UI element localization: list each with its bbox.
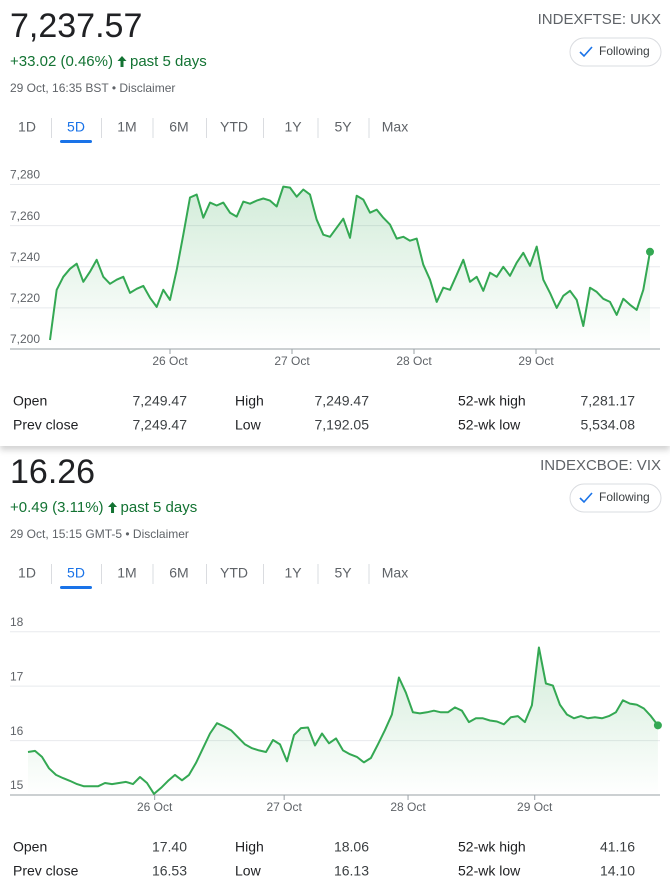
check-icon: [579, 492, 593, 504]
stat-label: Prev close: [13, 863, 79, 879]
button-outline: [569, 483, 662, 513]
following-button[interactable]: Following: [569, 483, 662, 513]
area: [28, 647, 658, 795]
range-tab[interactable]: 1D: [18, 565, 36, 581]
up-arrow: [108, 502, 118, 513]
x-tick-label: 27 Oct: [266, 800, 302, 814]
y-tick-label: 7,260: [10, 209, 40, 223]
x-tick-label: 29 Oct: [517, 800, 553, 814]
quote-panel: 16.26 +0.49 (3.11%) past 5 days 29 Oct, 15:…: [10, 453, 662, 879]
quote-panel: 7,237.57 +33.02 (0.46%) past 5 days 29 Oct,…: [10, 6, 662, 433]
stat-value: 7,249.47: [133, 393, 188, 409]
y-tick-label: 16: [10, 724, 24, 738]
y-tick-label: 7,220: [10, 291, 40, 305]
stat-label: 52-wk high: [458, 393, 526, 409]
ticker: INDEXCBOE: VIX: [540, 457, 661, 474]
active-tab-underline: [60, 140, 92, 143]
stat-value: 41.16: [600, 839, 635, 855]
stat-value: 7,192.05: [315, 417, 370, 433]
stat-label: 52-wk high: [458, 839, 526, 855]
stat-value: 7,281.17: [581, 393, 636, 409]
range-tab[interactable]: 5D: [67, 119, 85, 135]
last-point: [646, 247, 654, 256]
x-tick-label: 28 Oct: [390, 800, 426, 814]
button-label: Following: [599, 490, 650, 504]
price: 7,237.57: [10, 7, 142, 45]
timestamp: 29 Oct, 15:15 GMT-5 • Disclaimer: [10, 527, 189, 541]
y-tick-label: 7,280: [10, 168, 40, 182]
x-tick-label: 27 Oct: [274, 354, 310, 368]
stat-value: 18.06: [334, 839, 369, 855]
stat-value: 16.13: [334, 863, 369, 879]
stat-value: 7,249.47: [315, 393, 370, 409]
price: 16.26: [10, 453, 95, 491]
range-tab[interactable]: Max: [382, 565, 408, 581]
range-tab[interactable]: YTD: [220, 119, 248, 135]
stat-label: Prev close: [13, 417, 79, 433]
period: past 5 days: [130, 53, 207, 70]
y-tick-label: 18: [10, 615, 24, 629]
range-tab[interactable]: 1Y: [284, 119, 302, 135]
stat-label: Open: [13, 839, 47, 855]
y-tick-label: 7,240: [10, 250, 40, 264]
range-tab[interactable]: 1M: [117, 565, 136, 581]
range-tab[interactable]: 1M: [117, 119, 136, 135]
stat-value: 7,249.47: [133, 417, 188, 433]
range-tab[interactable]: 6M: [169, 565, 188, 581]
range-tab[interactable]: 1D: [18, 119, 36, 135]
change: +0.49 (3.11%): [10, 499, 104, 516]
following-button[interactable]: Following: [569, 37, 662, 67]
stat-label: Low: [235, 863, 262, 879]
range-tab[interactable]: Max: [382, 119, 408, 135]
stat-label: 52-wk low: [458, 417, 521, 433]
range-tab[interactable]: YTD: [220, 565, 248, 581]
area: [50, 186, 650, 349]
range-tab[interactable]: 5Y: [334, 565, 352, 581]
stat-value: 14.10: [600, 863, 635, 879]
button-label: Following: [599, 44, 650, 58]
range-tab[interactable]: 5Y: [334, 119, 352, 135]
stat-label: Open: [13, 393, 47, 409]
stat-label: High: [235, 839, 264, 855]
x-tick-label: 26 Oct: [137, 800, 173, 814]
last-point: [653, 721, 662, 730]
x-tick-label: 26 Oct: [152, 354, 188, 368]
change: +33.02 (0.46%): [10, 53, 113, 70]
y-tick-label: 7,200: [10, 332, 40, 346]
stat-label: High: [235, 393, 264, 409]
range-tab[interactable]: 6M: [169, 119, 188, 135]
stat-label: 52-wk low: [458, 863, 521, 879]
y-tick-label: 17: [10, 669, 24, 683]
check-icon: [579, 46, 593, 58]
stat-value: 5,534.08: [581, 417, 636, 433]
timestamp: 29 Oct, 16:35 BST • Disclaimer: [10, 81, 175, 95]
ticker: INDEXFTSE: UKX: [538, 11, 661, 28]
price-line: [49, 185, 651, 341]
x-tick-label: 29 Oct: [518, 354, 554, 368]
price-line: [27, 646, 659, 795]
stat-value: 16.53: [152, 863, 187, 879]
range-tab[interactable]: 5D: [67, 565, 85, 581]
up-arrow: [117, 56, 127, 67]
stat-label: Low: [235, 417, 262, 433]
y-tick-label: 15: [10, 778, 24, 792]
button-outline: [569, 37, 662, 67]
stat-value: 17.40: [152, 839, 187, 855]
period: past 5 days: [121, 499, 198, 516]
range-tab[interactable]: 1Y: [284, 565, 302, 581]
active-tab-underline: [60, 586, 92, 589]
x-tick-label: 28 Oct: [396, 354, 432, 368]
